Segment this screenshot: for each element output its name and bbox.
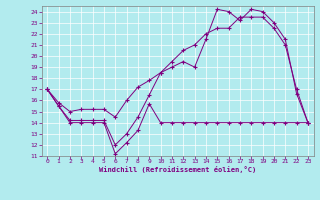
X-axis label: Windchill (Refroidissement éolien,°C): Windchill (Refroidissement éolien,°C) <box>99 166 256 173</box>
